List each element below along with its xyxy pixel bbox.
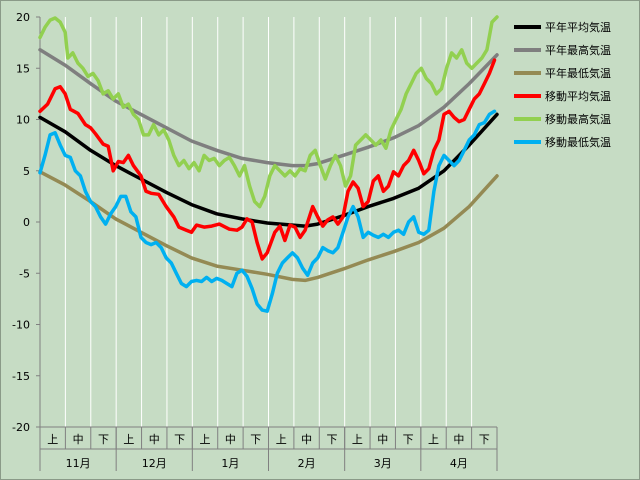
legend-entry: 移動最低気温	[545, 135, 611, 149]
x-sub-label: 中	[225, 433, 236, 446]
x-sub-label: 下	[479, 433, 490, 446]
x-sub-label: 下	[174, 433, 185, 446]
x-month-label: 12月	[142, 457, 167, 470]
series-line-2	[38, 48, 499, 168]
y-tick-label: -5	[19, 267, 30, 280]
series-line-6	[38, 109, 497, 313]
series-line-1	[38, 112, 499, 228]
x-sub-label: 中	[453, 433, 464, 446]
x-month-label: 11月	[66, 457, 91, 470]
x-month-label: 3月	[374, 457, 392, 470]
x-sub-label: 下	[326, 433, 337, 446]
x-sub-label: 下	[250, 433, 261, 446]
series-line-3	[38, 170, 499, 283]
x-sub-label: 中	[301, 433, 312, 446]
y-tick-label: -10	[12, 319, 30, 332]
x-sub-label: 上	[276, 433, 287, 446]
x-sub-label: 中	[149, 433, 160, 446]
legend-entry: 平年最高気温	[545, 43, 611, 57]
legend-entry: 平年最低気温	[545, 66, 611, 80]
y-tick-label: 5	[23, 165, 30, 178]
x-month-label: 2月	[298, 457, 316, 470]
x-sub-label: 下	[403, 433, 414, 446]
y-tick-label: 10	[16, 114, 30, 127]
x-sub-label: 中	[377, 433, 388, 446]
series-line-4	[38, 58, 497, 261]
y-tick-label: -15	[12, 370, 30, 383]
y-tick-label: -20	[12, 421, 30, 434]
x-sub-label: 上	[428, 433, 439, 446]
x-sub-label: 上	[47, 433, 58, 446]
legend-entry: 移動平均気温	[545, 89, 611, 103]
legend-entry: 平年平均気温	[545, 20, 611, 34]
x-sub-label: 上	[352, 433, 363, 446]
x-sub-label: 上	[200, 433, 211, 446]
x-sub-label: 下	[98, 433, 109, 446]
x-month-label: 4月	[450, 457, 468, 470]
x-sub-label: 上	[123, 433, 134, 446]
x-month-label: 1月	[221, 457, 239, 470]
legend-entry: 移動最高気温	[545, 112, 611, 126]
y-tick-label: 20	[16, 11, 30, 24]
y-tick-label: 0	[23, 216, 30, 229]
x-sub-label: 中	[73, 433, 84, 446]
y-tick-label: 15	[16, 62, 30, 75]
series-line-5	[38, 15, 499, 209]
